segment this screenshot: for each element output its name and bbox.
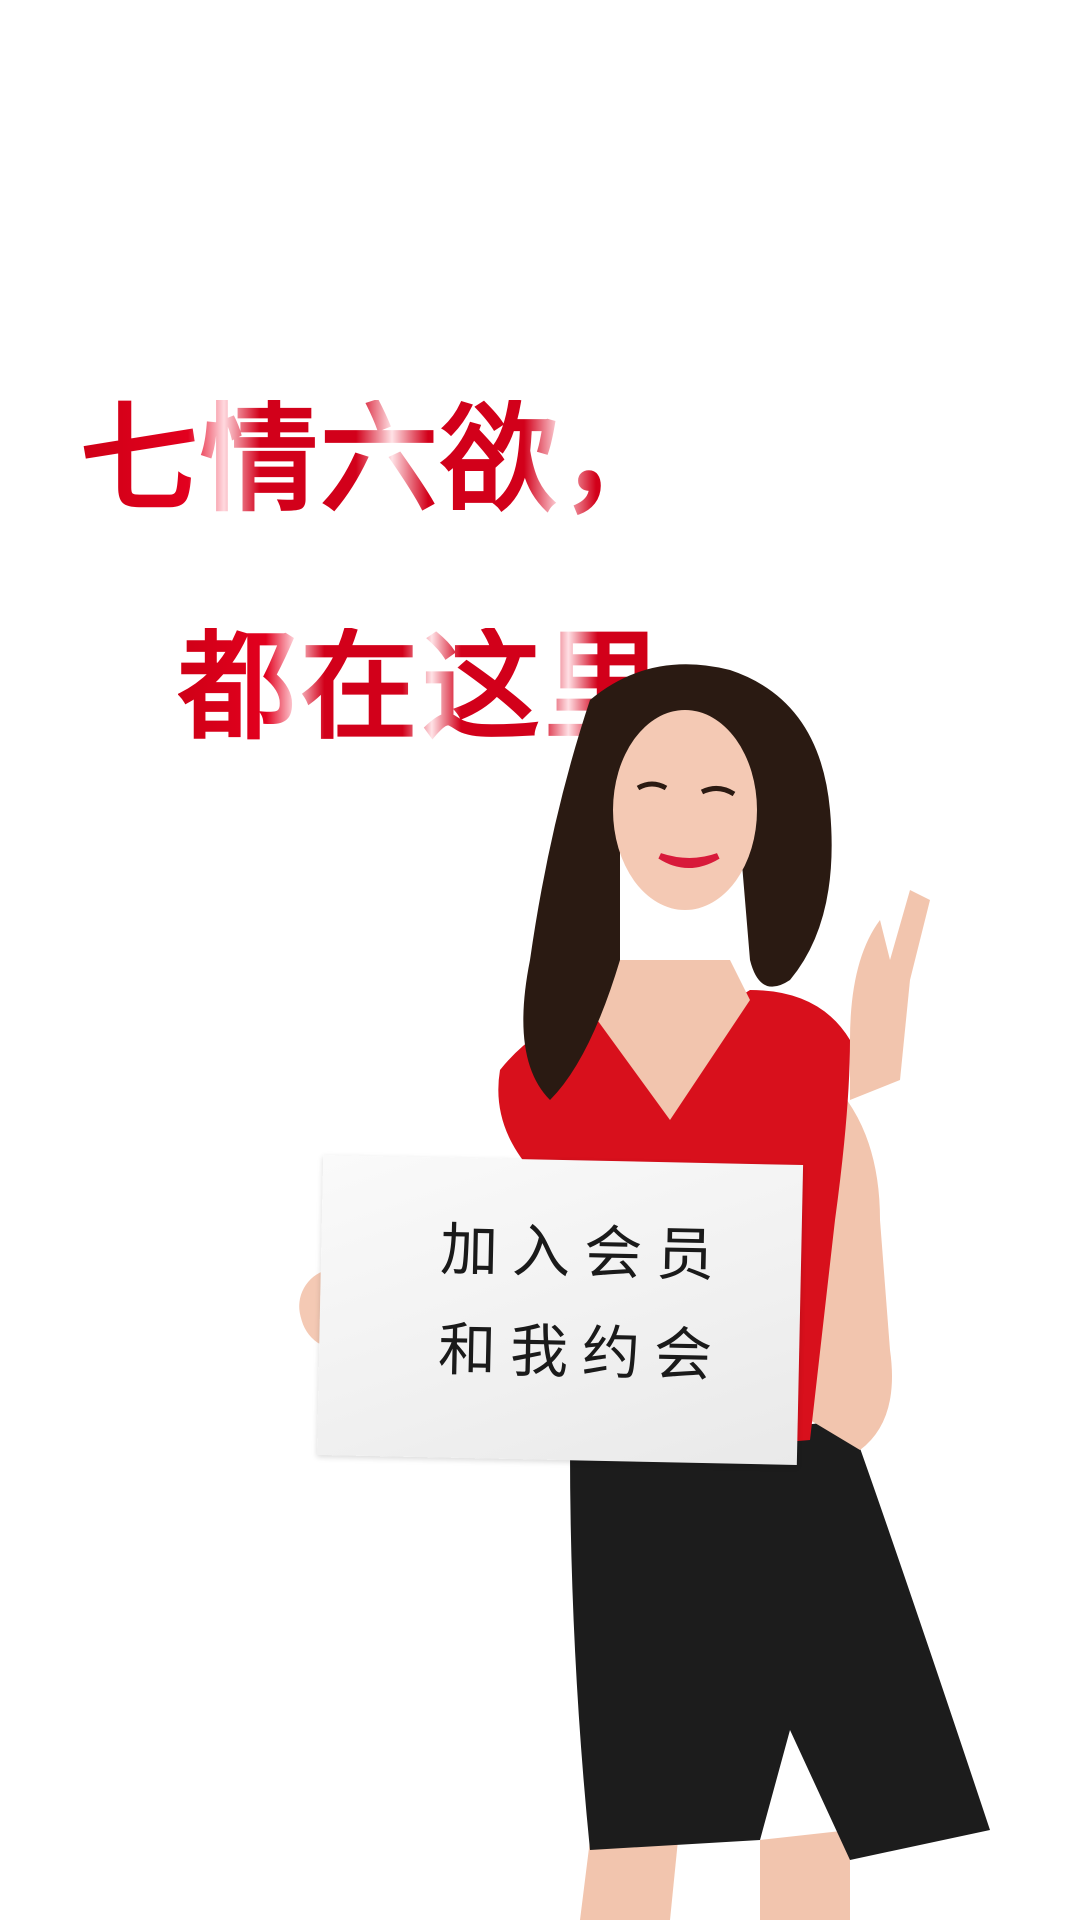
model-eye-right xyxy=(700,786,736,797)
headline-line-1: 七情六欲， xyxy=(80,390,681,528)
sign-line-2: 和我约会 xyxy=(437,1315,727,1390)
sign-line-1: 加入会员 xyxy=(439,1215,729,1290)
model-lips xyxy=(658,853,720,868)
model-hair xyxy=(523,664,832,1100)
headline-line-2: 都在这里 xyxy=(178,618,667,756)
model-chest xyxy=(590,960,750,1120)
model-shorts xyxy=(570,1420,990,1860)
model-hand-right xyxy=(850,890,930,1100)
model-eye-left xyxy=(636,781,668,791)
model-face xyxy=(613,710,757,910)
sign-card: 加入会员 和我约会 xyxy=(316,1155,804,1465)
